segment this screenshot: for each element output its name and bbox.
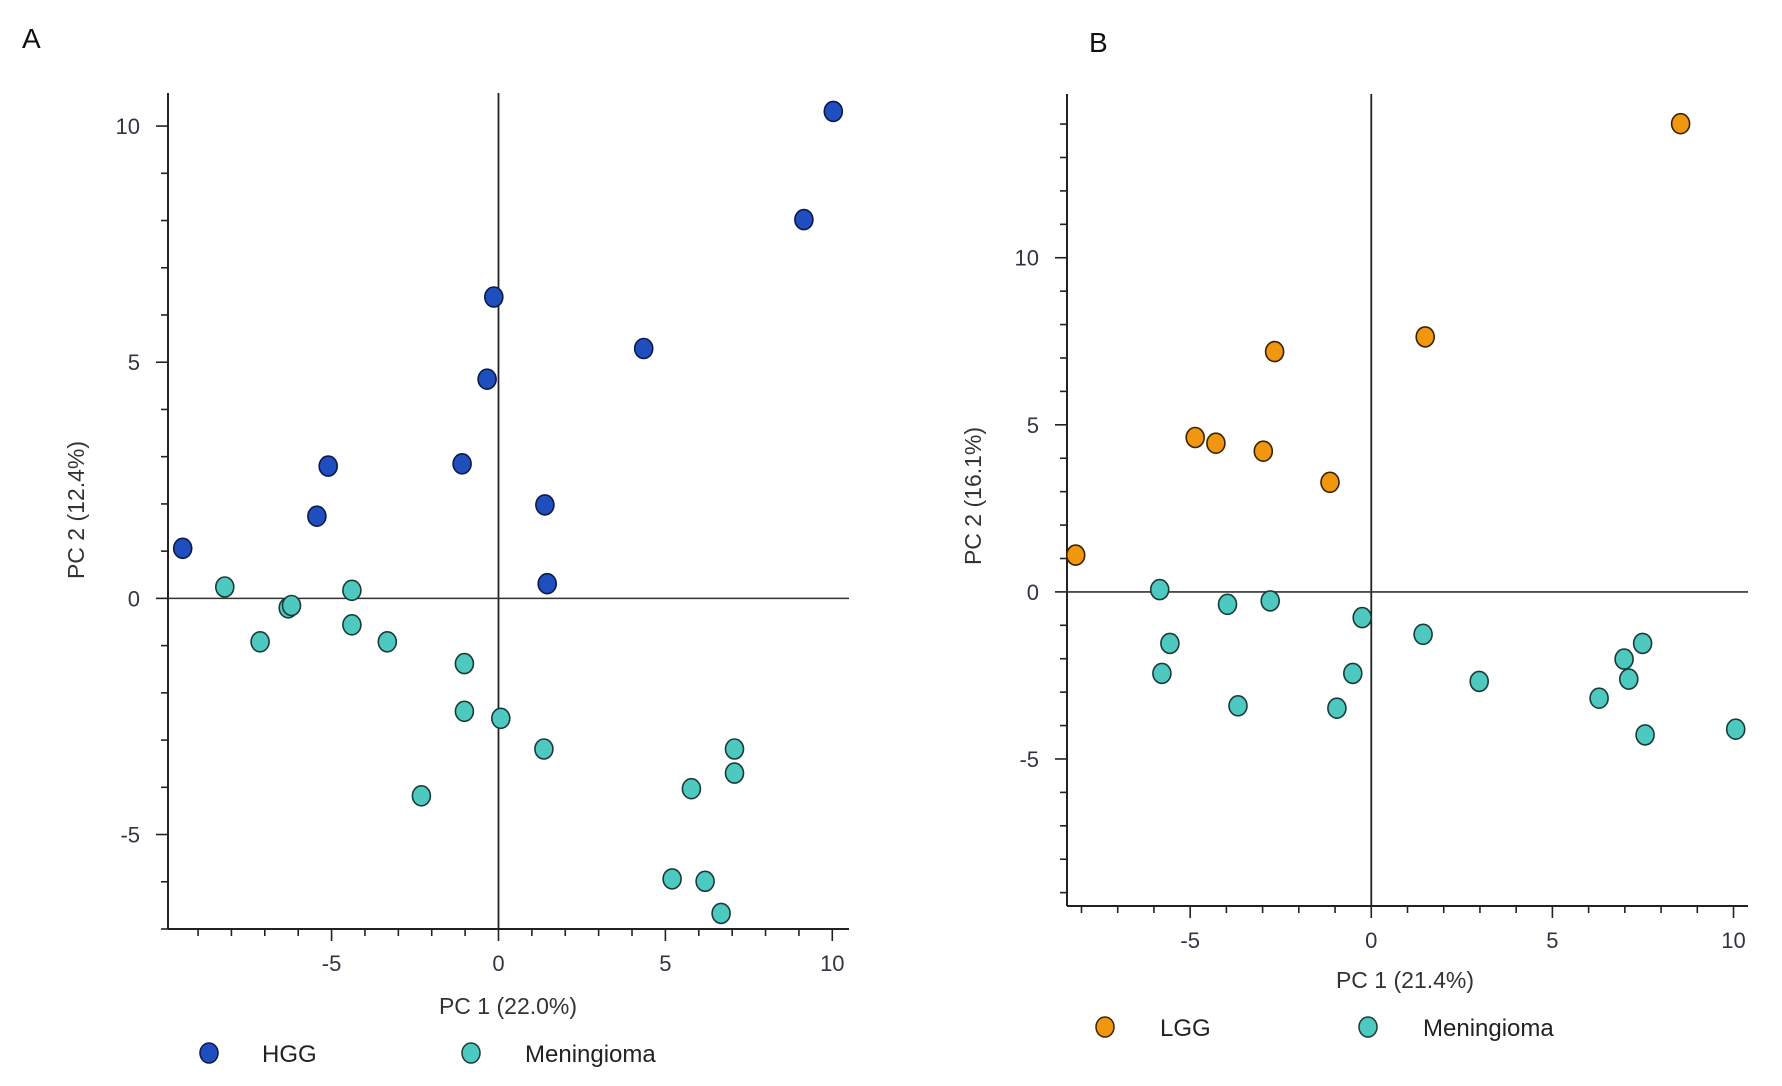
data-point <box>342 579 362 602</box>
panel-a-axes: -5 0 5 10 -5 0 5 10 <box>116 93 849 976</box>
panel-a-legend: HGG Meningioma <box>199 1041 656 1068</box>
data-point <box>1413 623 1433 646</box>
data-point <box>1619 668 1639 690</box>
data-point <box>250 630 270 653</box>
series-hgg <box>172 100 844 595</box>
x-tick-label: 10 <box>1721 928 1745 953</box>
y-tick-label: 10 <box>116 114 140 139</box>
data-point <box>1065 544 1086 566</box>
data-point <box>490 707 511 730</box>
data-point <box>633 337 654 360</box>
data-point <box>1228 694 1248 717</box>
legend-marker-meningioma-b <box>1358 1016 1378 1038</box>
data-point <box>1260 590 1280 612</box>
data-point <box>1152 662 1172 685</box>
panel-label-a: A <box>22 23 41 54</box>
data-point <box>1327 697 1347 720</box>
data-point <box>172 537 193 560</box>
data-point <box>318 455 339 477</box>
panel-b-axes: -5 0 5 10 -5 0 5 10 <box>1015 94 1748 953</box>
data-point <box>535 494 555 516</box>
panel-a-x-axis-title: PC 1 (22.0%) <box>439 993 577 1019</box>
data-point <box>1352 606 1372 629</box>
panel-a: A -5 0 5 10 -5 0 5 10 PC 1 (22.0%) PC 2 (12.4%)… <box>22 23 849 1068</box>
data-point <box>695 870 715 893</box>
data-point <box>711 902 731 925</box>
data-point <box>377 630 398 653</box>
x-tick-label: -5 <box>1180 928 1200 953</box>
series-lgg <box>1065 112 1691 566</box>
panel-b-y-axis-title: PC 2 (16.1%) <box>960 427 986 565</box>
data-point <box>1589 687 1609 710</box>
data-point <box>1469 670 1489 693</box>
data-point <box>454 652 475 675</box>
x-tick-label: 0 <box>1365 928 1377 953</box>
data-point <box>1264 340 1285 363</box>
y-tick-label: -5 <box>1019 747 1039 772</box>
data-point <box>1614 648 1634 670</box>
legend-label-meningioma-b: Meningioma <box>1423 1015 1554 1042</box>
panel-label-b: B <box>1089 27 1108 58</box>
x-tick-label: 5 <box>1546 928 1558 953</box>
data-point <box>452 452 472 475</box>
panel-b-x-axis-title: PC 1 (21.4%) <box>1336 967 1474 993</box>
x-tick-label: -5 <box>322 951 342 976</box>
data-point <box>724 738 745 760</box>
data-point <box>537 572 558 595</box>
data-point <box>1149 578 1170 601</box>
data-point <box>1343 662 1363 685</box>
data-point <box>1320 471 1340 494</box>
data-point <box>215 576 235 598</box>
data-point <box>342 613 362 636</box>
data-point <box>1415 326 1435 348</box>
y-tick-label: 0 <box>128 586 140 611</box>
data-point <box>1253 440 1274 463</box>
data-point <box>1632 632 1653 655</box>
data-point <box>454 700 475 723</box>
legend-marker-lgg <box>1095 1016 1115 1038</box>
y-tick-label: 10 <box>1015 246 1039 271</box>
panel-b: B -5 0 5 10 -5 0 5 10 PC 1 (21.4%) PC 2 (16.1%)… <box>960 27 1748 1042</box>
panel-b-legend: LGG Meningioma <box>1095 1015 1554 1042</box>
data-point <box>1635 724 1655 746</box>
panel-a-points <box>172 100 844 925</box>
data-point <box>1185 426 1205 449</box>
data-point <box>1160 632 1180 655</box>
series-meningioma <box>215 576 745 925</box>
panel-b-points <box>1065 112 1746 746</box>
data-point <box>411 784 432 807</box>
legend-label-hgg: HGG <box>262 1041 317 1068</box>
x-tick-label: 10 <box>820 951 844 976</box>
data-point <box>1725 718 1746 741</box>
x-tick-label: 5 <box>659 951 671 976</box>
y-tick-label: 5 <box>1027 413 1039 438</box>
data-point <box>483 286 504 308</box>
data-point <box>1217 593 1238 616</box>
panel-a-y-axis-title: PC 2 (12.4%) <box>63 441 89 579</box>
data-point <box>823 100 844 123</box>
data-point <box>681 777 702 800</box>
legend-label-meningioma: Meningioma <box>525 1041 656 1068</box>
data-point <box>307 505 327 528</box>
data-point <box>724 762 745 784</box>
data-point <box>281 594 302 617</box>
x-tick-label: 0 <box>492 951 504 976</box>
data-point <box>1670 112 1691 135</box>
y-tick-label: 0 <box>1027 580 1039 605</box>
data-point <box>662 868 682 890</box>
legend-marker-hgg <box>199 1042 219 1064</box>
series-meningioma <box>1149 578 1746 746</box>
data-point <box>1206 432 1226 455</box>
data-point <box>534 738 554 760</box>
legend-label-lgg: LGG <box>1160 1015 1211 1042</box>
data-point <box>477 368 497 391</box>
y-tick-label: 5 <box>128 350 140 375</box>
data-point <box>794 208 814 231</box>
legend-marker-meningioma <box>461 1042 481 1064</box>
y-tick-label: -5 <box>120 823 140 848</box>
